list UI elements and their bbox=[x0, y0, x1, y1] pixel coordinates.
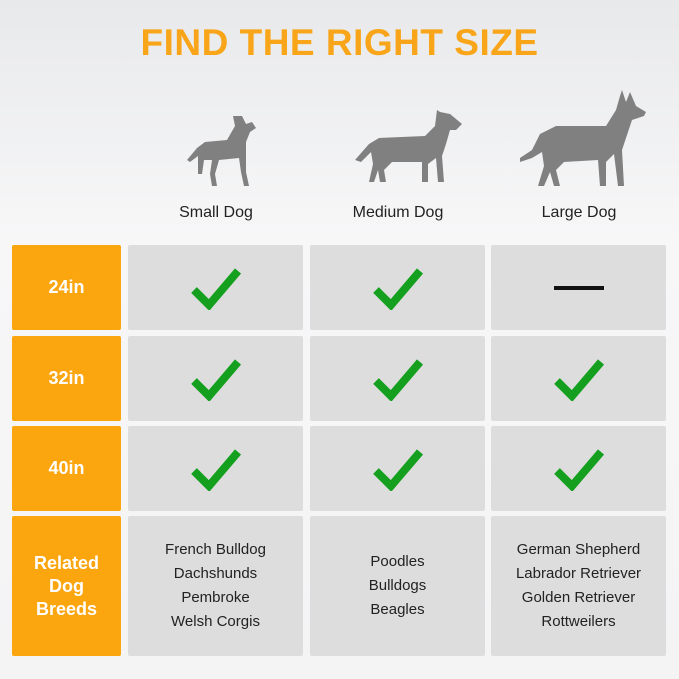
size-label: 40in bbox=[12, 426, 121, 511]
check-icon bbox=[190, 358, 241, 401]
medium-dog-icon bbox=[355, 110, 462, 182]
table-cell bbox=[491, 426, 666, 511]
check-icon bbox=[372, 358, 423, 401]
breed-name: Poodles bbox=[370, 553, 425, 570]
page-title: FIND THE RIGHT SIZE bbox=[140, 22, 539, 63]
size-label-text: 32in bbox=[48, 368, 85, 388]
column-header-large: Large Dog bbox=[541, 204, 617, 221]
size-label: 32in bbox=[12, 336, 121, 421]
breed-name: Welsh Corgis bbox=[171, 613, 260, 630]
size-label-text: 40in bbox=[48, 458, 85, 478]
breeds-label: Related Dog Breeds bbox=[12, 516, 121, 656]
table-cell bbox=[310, 426, 485, 511]
table-cell bbox=[128, 426, 303, 511]
check-icon bbox=[372, 267, 423, 310]
breed-name: Rottweilers bbox=[541, 613, 616, 630]
check-icon bbox=[190, 267, 241, 310]
breed-name: Golden Retriever bbox=[521, 589, 636, 606]
breeds-cell: French Bulldog Dachshunds Pembroke Welsh Co… bbox=[128, 516, 303, 656]
table-cell bbox=[310, 245, 485, 330]
small-dog-icon bbox=[187, 116, 256, 186]
breed-name: Bulldogs bbox=[368, 577, 427, 594]
breeds-cell: Poodles Bulldogs Beagles bbox=[310, 516, 485, 656]
check-icon bbox=[190, 448, 241, 491]
table-cell bbox=[128, 245, 303, 330]
breeds-cell: German Shepherd Labrador Retriever Golden … bbox=[491, 516, 666, 656]
check-icon bbox=[553, 358, 604, 401]
table-cell bbox=[310, 336, 485, 421]
size-label-text: 24in bbox=[48, 277, 85, 297]
column-header-medium: Medium Dog bbox=[352, 204, 444, 221]
breeds-label-text: Related Dog Breeds bbox=[33, 552, 100, 619]
table-cell bbox=[491, 245, 666, 330]
breed-name: German Shepherd bbox=[516, 541, 641, 558]
breed-name: French Bulldog bbox=[165, 541, 266, 558]
size-label: 24in bbox=[12, 245, 121, 330]
check-icon bbox=[372, 448, 423, 491]
table-cell bbox=[128, 336, 303, 421]
dash-icon bbox=[553, 285, 604, 290]
large-dog-icon bbox=[520, 90, 646, 186]
breed-name: Beagles bbox=[370, 601, 425, 618]
table-cell bbox=[491, 336, 666, 421]
breed-name: Dachshunds bbox=[173, 565, 258, 582]
breed-name: Pembroke bbox=[181, 589, 250, 606]
check-icon bbox=[553, 448, 604, 491]
breed-name: Labrador Retriever bbox=[515, 565, 642, 582]
column-header-small: Small Dog bbox=[179, 204, 253, 221]
